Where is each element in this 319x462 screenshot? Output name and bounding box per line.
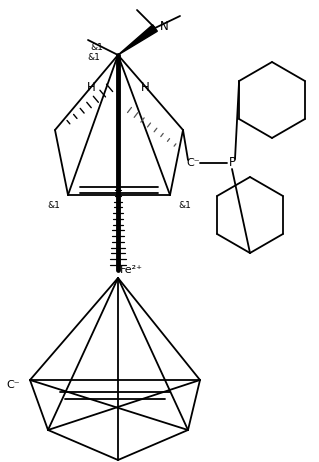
Text: &1: &1 (47, 201, 60, 209)
Text: N: N (160, 19, 169, 32)
Text: C⁻: C⁻ (186, 158, 200, 168)
Text: H: H (87, 81, 96, 94)
Text: &1: &1 (87, 54, 100, 62)
Text: &1: &1 (178, 201, 191, 209)
Text: H: H (141, 81, 150, 94)
Text: Fe²⁺: Fe²⁺ (120, 265, 143, 275)
Text: P: P (228, 157, 235, 170)
Text: &1: &1 (90, 43, 103, 51)
Text: C⁻: C⁻ (6, 380, 20, 390)
Polygon shape (118, 25, 157, 55)
